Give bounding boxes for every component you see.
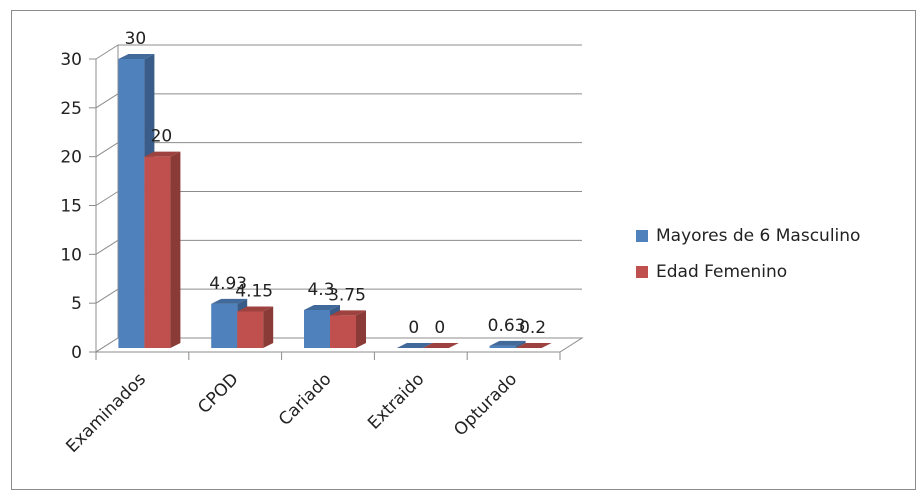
bar-top [396,343,433,348]
legend: Mayores de 6 Masculino Edad Femenino [636,226,860,298]
bar-side [263,306,274,348]
bar-top [118,54,155,59]
y-tick-label: 30 [60,50,82,70]
bar [237,311,264,348]
bar [489,345,516,348]
data-label: 4.15 [235,281,273,301]
bar-top [144,151,181,157]
data-label: 0 [434,318,445,338]
side-gridline [95,191,119,206]
side-gridline [95,288,119,304]
legend-swatch-series-1 [636,230,648,242]
bar-top [422,343,459,348]
bar [118,59,145,348]
data-label: 0.63 [488,316,526,336]
legend-label-series-2: Edad Femenino [656,262,788,282]
bar-top [304,305,340,311]
side-gridline [95,239,119,255]
x-tick-label: Examinados [62,369,150,457]
data-label: 0.2 [519,318,546,338]
bar-top [515,343,552,348]
y-tick-label: 25 [60,99,82,119]
bar-top [237,306,274,312]
bar [144,156,171,348]
x-tick-label: Cariado [275,369,336,430]
x-tick-label: CPOD [194,369,243,418]
data-label: 3.75 [328,285,366,305]
y-tick-label: 15 [60,197,82,217]
side-gridline [95,142,119,158]
data-label: 4.3 [307,280,334,300]
x-tick-label: Opturado [450,369,521,440]
data-label: 4.93 [209,274,247,294]
bar [304,310,330,348]
bar [330,315,356,348]
data-label: 30 [125,29,147,49]
bar-side [356,310,366,348]
x-tick-label: Extraido [364,369,428,433]
bar-top [330,310,366,316]
legend-item-series-1: Mayores de 6 Masculino [636,226,860,246]
bar [211,303,238,348]
data-label: 20 [151,127,173,147]
y-tick-label: 10 [60,245,82,265]
legend-item-series-2: Edad Femenino [636,262,860,282]
bar-side [170,151,181,348]
bar-top [489,340,526,346]
side-gridline [95,93,119,109]
y-tick-label: 0 [71,343,82,363]
legend-swatch-series-2 [636,266,648,278]
y-tick-label: 5 [71,294,82,314]
legend-label-series-1: Mayores de 6 Masculino [656,226,861,246]
side-gridline [95,44,119,60]
data-label: 0 [408,318,419,338]
bar-side [515,340,526,348]
y-tick-label: 20 [60,148,82,168]
bar-top [211,298,248,304]
